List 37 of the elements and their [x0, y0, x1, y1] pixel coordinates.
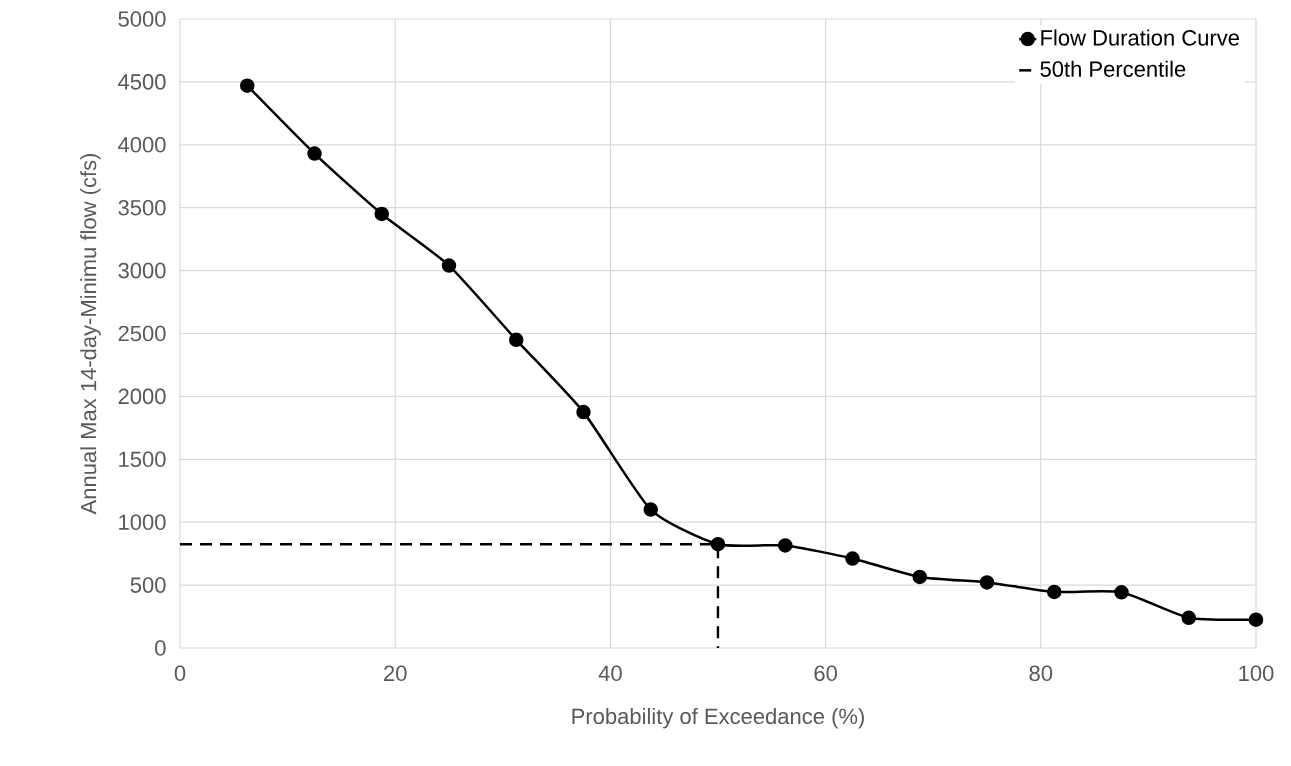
x-tick-label: 100: [1239, 665, 1274, 682]
x-axis-title: Probability of Exceedance (%): [572, 707, 864, 729]
point: [979, 575, 995, 590]
x-tick-label: 80: [1029, 665, 1053, 682]
y-tick-label: 3500: [118, 199, 166, 216]
y-tick-label: 1500: [119, 451, 166, 468]
legend-label: 50th Percentile: [1040, 60, 1186, 77]
point: [1114, 585, 1129, 600]
y-tick-label: 2000: [118, 388, 166, 405]
y-tick-label: 500: [130, 577, 166, 593]
point: [509, 332, 524, 348]
point: [1248, 612, 1264, 627]
y-tick-label: 0: [155, 640, 166, 656]
y-tick-label: 3000: [118, 262, 166, 279]
point: [307, 146, 322, 161]
point: [845, 551, 860, 566]
y-tick-label: 2500: [118, 325, 166, 342]
point: [1046, 584, 1062, 600]
x-tick-label: 20: [384, 665, 407, 682]
legend-label: Flow Duration Curve: [1041, 29, 1240, 46]
point: [576, 404, 591, 420]
x-tick-label: 60: [814, 665, 837, 682]
point: [441, 258, 457, 273]
point: [778, 538, 793, 553]
point: [710, 536, 726, 552]
point: [1181, 610, 1196, 626]
y-axis-title: Annual Max 14-day-Minimu flow (cfs): [80, 153, 101, 515]
point: [374, 206, 389, 222]
x-tick-label: 40: [598, 665, 622, 682]
y-tick-label: 5000: [118, 11, 166, 27]
y-tick-label: 4500: [118, 74, 166, 90]
point: [912, 569, 927, 585]
point: [240, 78, 255, 93]
y-tick-label: 1000: [119, 514, 166, 530]
x-tick-label: 0: [174, 665, 186, 682]
point: [643, 502, 658, 517]
y-tick-label: 4000: [118, 137, 166, 153]
